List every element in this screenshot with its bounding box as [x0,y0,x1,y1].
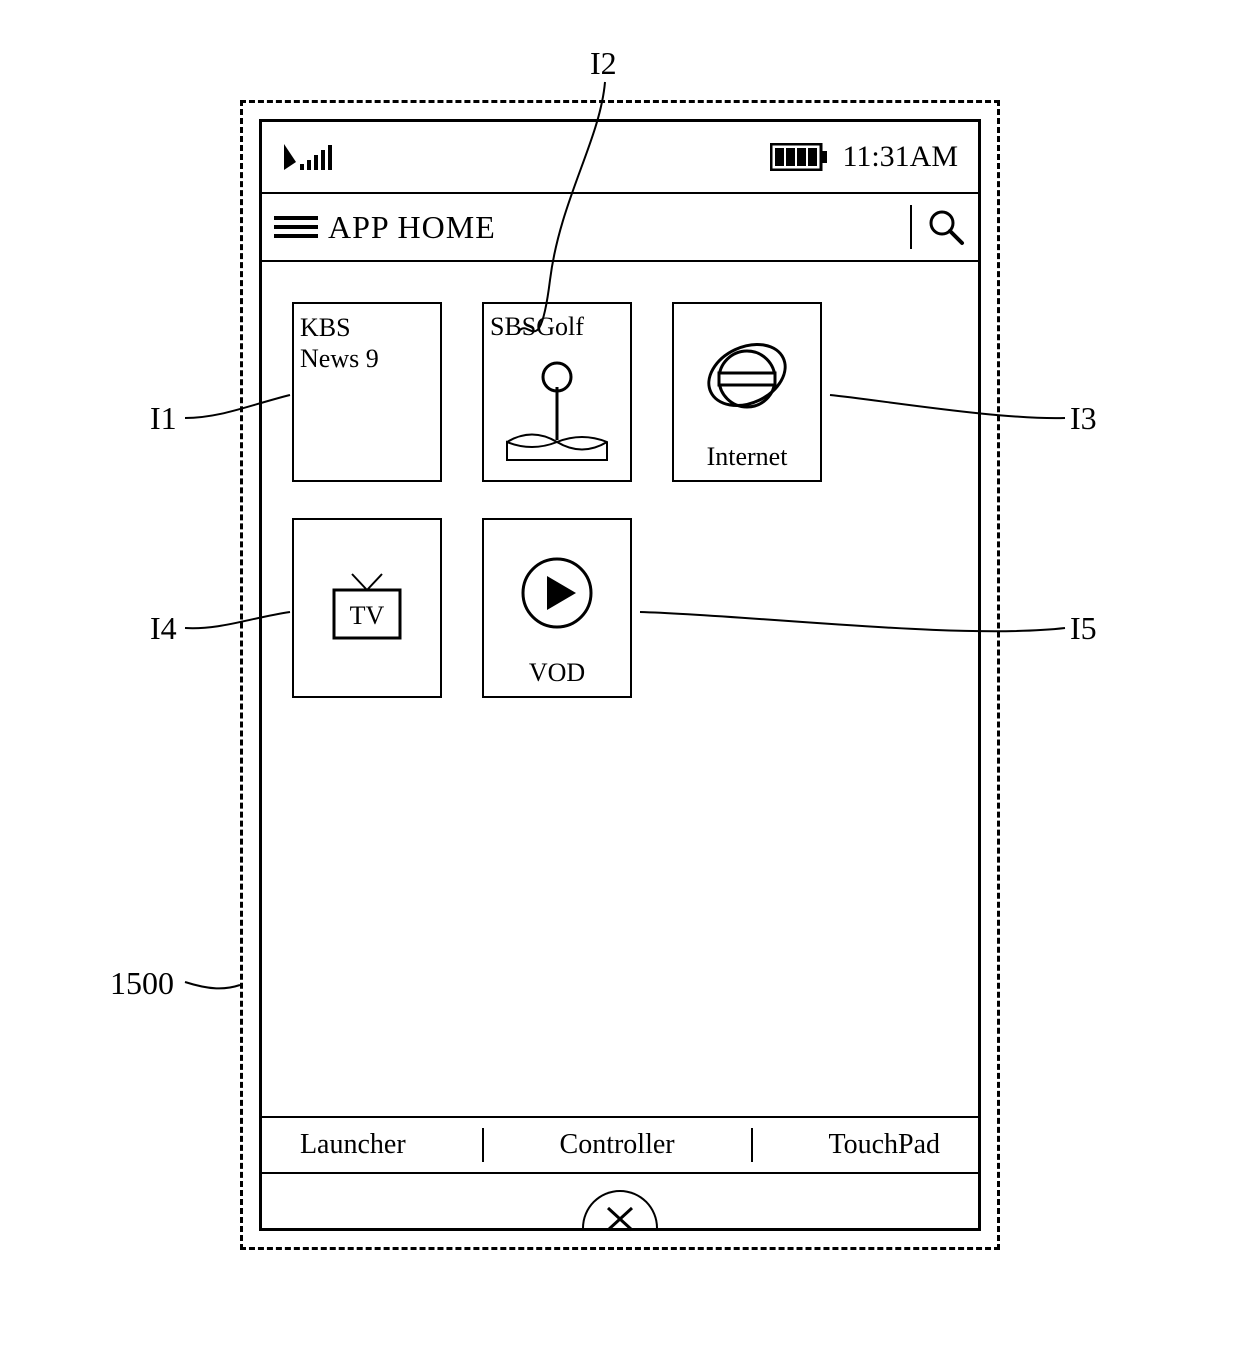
callout-label-i1: I1 [150,400,177,437]
tv-icon: TV [300,568,434,648]
callout-label-i2: I2 [590,45,617,82]
screen: 11:31AM APP HOME KBS [259,119,981,1231]
app-tile-sbsgolf[interactable]: SBSGolf [482,302,632,482]
callout-label-i3: I3 [1070,400,1097,437]
tab-launcher[interactable]: Launcher [300,1129,406,1161]
tile-label: Internet [707,442,788,472]
divider [482,1128,484,1162]
status-time: 11:31AM [842,140,958,174]
grid-row-1: KBS News 9 SBSGolf [292,302,948,482]
app-tile-vod[interactable]: VOD [482,518,632,698]
status-left [282,142,334,172]
battery-icon [770,143,828,171]
app-tile-internet[interactable]: Internet [672,302,822,482]
close-button[interactable] [582,1190,658,1228]
page-title: APP HOME [328,209,896,246]
tile-label: SBSGolf [490,312,584,342]
tile-label: VOD [529,658,585,688]
tab-touchpad[interactable]: TouchPad [828,1129,940,1161]
bottom-tabs: Launcher Controller TouchPad [262,1116,978,1172]
search-icon[interactable] [926,207,966,247]
callout-label-1500: 1500 [110,965,174,1002]
callout-label-i4: I4 [150,610,177,647]
app-tile-tv[interactable]: TV [292,518,442,698]
menu-icon[interactable] [274,211,318,243]
close-strip [262,1172,978,1228]
header-bar: APP HOME [262,192,978,262]
grid-row-2: TV VOD [292,518,948,698]
tile-label: KBS News 9 [300,312,379,374]
svg-text:TV: TV [350,601,385,630]
play-icon [490,528,624,658]
tab-controller[interactable]: Controller [560,1129,675,1161]
status-right: 11:31AM [770,140,958,174]
golf-icon [490,342,624,472]
status-bar: 11:31AM [262,122,978,192]
ie-icon [680,312,814,442]
signal-icon [282,142,334,172]
divider [910,205,912,249]
device-frame: 11:31AM APP HOME KBS [240,100,1000,1250]
divider [751,1128,753,1162]
callout-label-i5: I5 [1070,610,1097,647]
app-grid: KBS News 9 SBSGolf [262,262,978,1116]
app-tile-kbs-news[interactable]: KBS News 9 [292,302,442,482]
